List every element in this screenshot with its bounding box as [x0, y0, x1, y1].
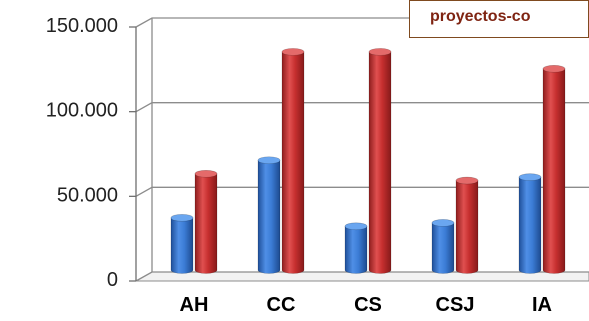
bar-cc-series1 [257, 159, 281, 274]
bar-ah-series1 [170, 217, 194, 274]
bar-top-cc-series2 [281, 48, 305, 56]
bar-top-csj-series2 [455, 176, 479, 185]
y-tick-label: 0 [107, 269, 118, 291]
bar-cs-series1 [344, 225, 368, 274]
bar-cs-series2 [368, 51, 392, 274]
bar-ia-series2 [542, 68, 566, 274]
category-label-cc: CC [267, 294, 296, 316]
bar-ia-series1 [518, 176, 542, 274]
bar-top-csj-series1 [431, 219, 455, 227]
category-label-ah: AH [180, 294, 209, 316]
gridline [135, 102, 589, 113]
axis-labels: 0 50.000 100.000 150.000 AH CC CS CSJ IA [46, 15, 552, 316]
bar-top-ia-series1 [518, 173, 542, 181]
legend: proyectos-co [409, 0, 589, 38]
category-label-csj: CSJ [436, 294, 475, 316]
bar-cc-series2 [281, 51, 305, 274]
bar-ah-series2 [194, 173, 218, 274]
bar-top-cc-series1 [257, 156, 281, 165]
y-tick-label: 100.000 [46, 100, 118, 122]
bar-csj-series2 [455, 180, 479, 274]
category-label-ia: IA [532, 294, 552, 316]
bar-top-cs-series1 [344, 222, 368, 231]
bar-top-cs-series2 [368, 48, 392, 56]
y-tick-label: 150.000 [46, 15, 118, 37]
legend-label: proyectos-co [430, 8, 531, 25]
category-label-cs: CS [354, 294, 382, 316]
bar-top-ia-series2 [542, 65, 566, 73]
y-axis [129, 18, 153, 282]
bars [170, 48, 566, 274]
bar-top-ah-series2 [194, 169, 218, 178]
bar-csj-series1 [431, 222, 455, 274]
y-tick-label: 50.000 [57, 184, 118, 206]
bar-top-ah-series1 [170, 214, 194, 222]
